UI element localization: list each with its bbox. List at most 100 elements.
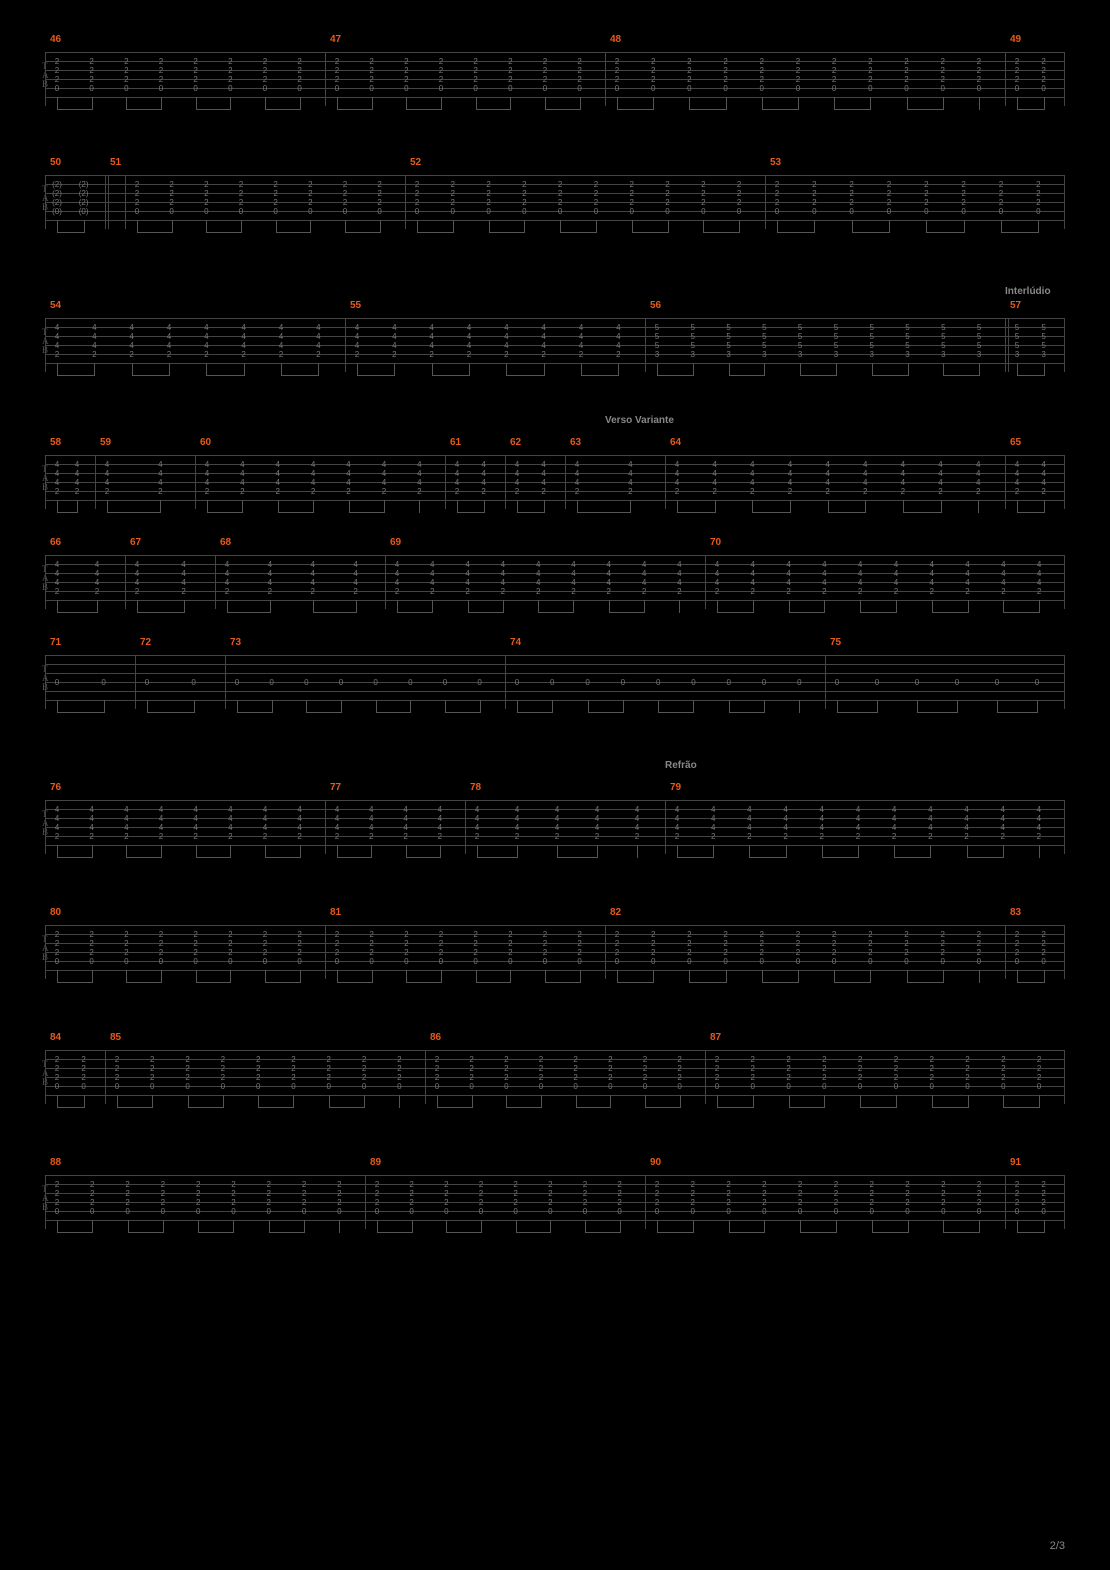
measure-number: 58: [50, 437, 61, 448]
fret-number: 0: [640, 1082, 650, 1091]
fret-number: 4: [379, 460, 389, 469]
fret-number: 2: [698, 180, 708, 189]
fret-number: 2: [867, 1189, 877, 1198]
fret-number: 2: [902, 948, 912, 957]
fret-number: 4: [308, 478, 318, 487]
fret-number: 4: [853, 823, 863, 832]
measure-number: 64: [670, 437, 681, 448]
fret-number: 2: [855, 1064, 865, 1073]
fret-number: 2: [401, 832, 411, 841]
fret-number: 4: [674, 560, 684, 569]
fret-number: 4: [936, 469, 946, 478]
fret-number: 2: [688, 1198, 698, 1207]
fret-number: 2: [295, 939, 305, 948]
fret-number: 2: [191, 66, 201, 75]
fret-number: 2: [472, 832, 482, 841]
fret-number: 4: [392, 569, 402, 578]
measure-number: 82: [610, 907, 621, 918]
fret-number: 2: [52, 75, 62, 84]
fret-number: 2: [1012, 1189, 1022, 1198]
fret-number: 5: [688, 341, 698, 350]
fret-number: 0: [996, 207, 1006, 216]
fret-number: 3: [938, 350, 948, 359]
fret-number: 2: [921, 189, 931, 198]
fret-number: 2: [748, 587, 758, 596]
tab-staff: TAB4647484922202220222022202220222022202…: [45, 52, 1065, 106]
fret-number: 5: [759, 323, 769, 332]
fret-number: 4: [744, 823, 754, 832]
fret-number: 0: [412, 207, 422, 216]
fret-number: 2: [884, 189, 894, 198]
fret-number: 0: [684, 84, 694, 93]
fret-number: 2: [847, 198, 857, 207]
fret-number: 4: [998, 823, 1008, 832]
fret-number: 4: [592, 823, 602, 832]
fret-number: (2): [79, 198, 89, 207]
fret-number: 2: [853, 832, 863, 841]
fret-number: 0: [511, 1207, 521, 1216]
fret-number: 2: [401, 57, 411, 66]
fret-number: 0: [684, 957, 694, 966]
fret-number: 2: [576, 350, 586, 359]
fret-number: 2: [123, 1198, 133, 1207]
fret-number: 2: [471, 75, 481, 84]
fret-number: 2: [829, 939, 839, 948]
fret-number: 0: [228, 1207, 238, 1216]
string-lines: 5455565744424442444244424442444244424442…: [45, 318, 1065, 372]
fret-number: 0: [87, 84, 97, 93]
fret-number: 2: [998, 832, 1008, 841]
fret-number: 2: [571, 1073, 581, 1082]
fret-number: 2: [591, 198, 601, 207]
fret-number: 4: [747, 469, 757, 478]
fret-number: 2: [710, 487, 720, 496]
fret-number: 4: [1039, 460, 1049, 469]
fret-number: 5: [1039, 332, 1049, 341]
fret-number: 3: [688, 350, 698, 359]
fret-number: 4: [785, 478, 795, 487]
fret-number: 4: [998, 569, 1008, 578]
fret-number: 0: [832, 678, 842, 687]
fret-number: 5: [938, 341, 948, 350]
fret-number: 2: [179, 587, 189, 596]
measure-number: 77: [330, 782, 341, 793]
fret-number: 0: [627, 207, 637, 216]
fret-number: 2: [1012, 487, 1022, 496]
fret-number: 2: [324, 1064, 334, 1073]
fret-number: 4: [164, 341, 174, 350]
fret-number: 0: [992, 678, 1002, 687]
fret-number: 4: [639, 578, 649, 587]
fret-number: 4: [463, 569, 473, 578]
fret-number: 0: [156, 957, 166, 966]
fret-number: 4: [308, 469, 318, 478]
fret-number: 2: [72, 487, 82, 496]
fret-number: 0: [332, 957, 342, 966]
fret-number: 2: [898, 487, 908, 496]
fret-number: 2: [52, 1064, 62, 1073]
fret-number: 4: [860, 460, 870, 469]
fret-number: 2: [52, 1073, 62, 1082]
fret-number: 4: [533, 578, 543, 587]
fret-number: 4: [92, 578, 102, 587]
fret-number: 0: [938, 1207, 948, 1216]
fret-number: 0: [121, 84, 131, 93]
fret-number: 5: [867, 323, 877, 332]
fret-number: 2: [938, 1189, 948, 1198]
fret-number: 2: [974, 930, 984, 939]
fret-number: 2: [998, 1064, 1008, 1073]
fret-number: 0: [938, 957, 948, 966]
fret-number: 4: [672, 823, 682, 832]
fret-number: 2: [334, 1180, 344, 1189]
fret-number: 0: [336, 678, 346, 687]
fret-number: 0: [512, 678, 522, 687]
fret-number: 3: [903, 350, 913, 359]
fret-number: 2: [436, 930, 446, 939]
fret-number: 4: [102, 469, 112, 478]
fret-number: 4: [308, 578, 318, 587]
fret-number: 2: [505, 66, 515, 75]
fret-number: 2: [688, 1189, 698, 1198]
fret-number: 0: [401, 957, 411, 966]
fret-number: 2: [340, 189, 350, 198]
fret-number: 0: [519, 207, 529, 216]
fret-number: 0: [324, 1082, 334, 1091]
fret-number: 2: [448, 198, 458, 207]
